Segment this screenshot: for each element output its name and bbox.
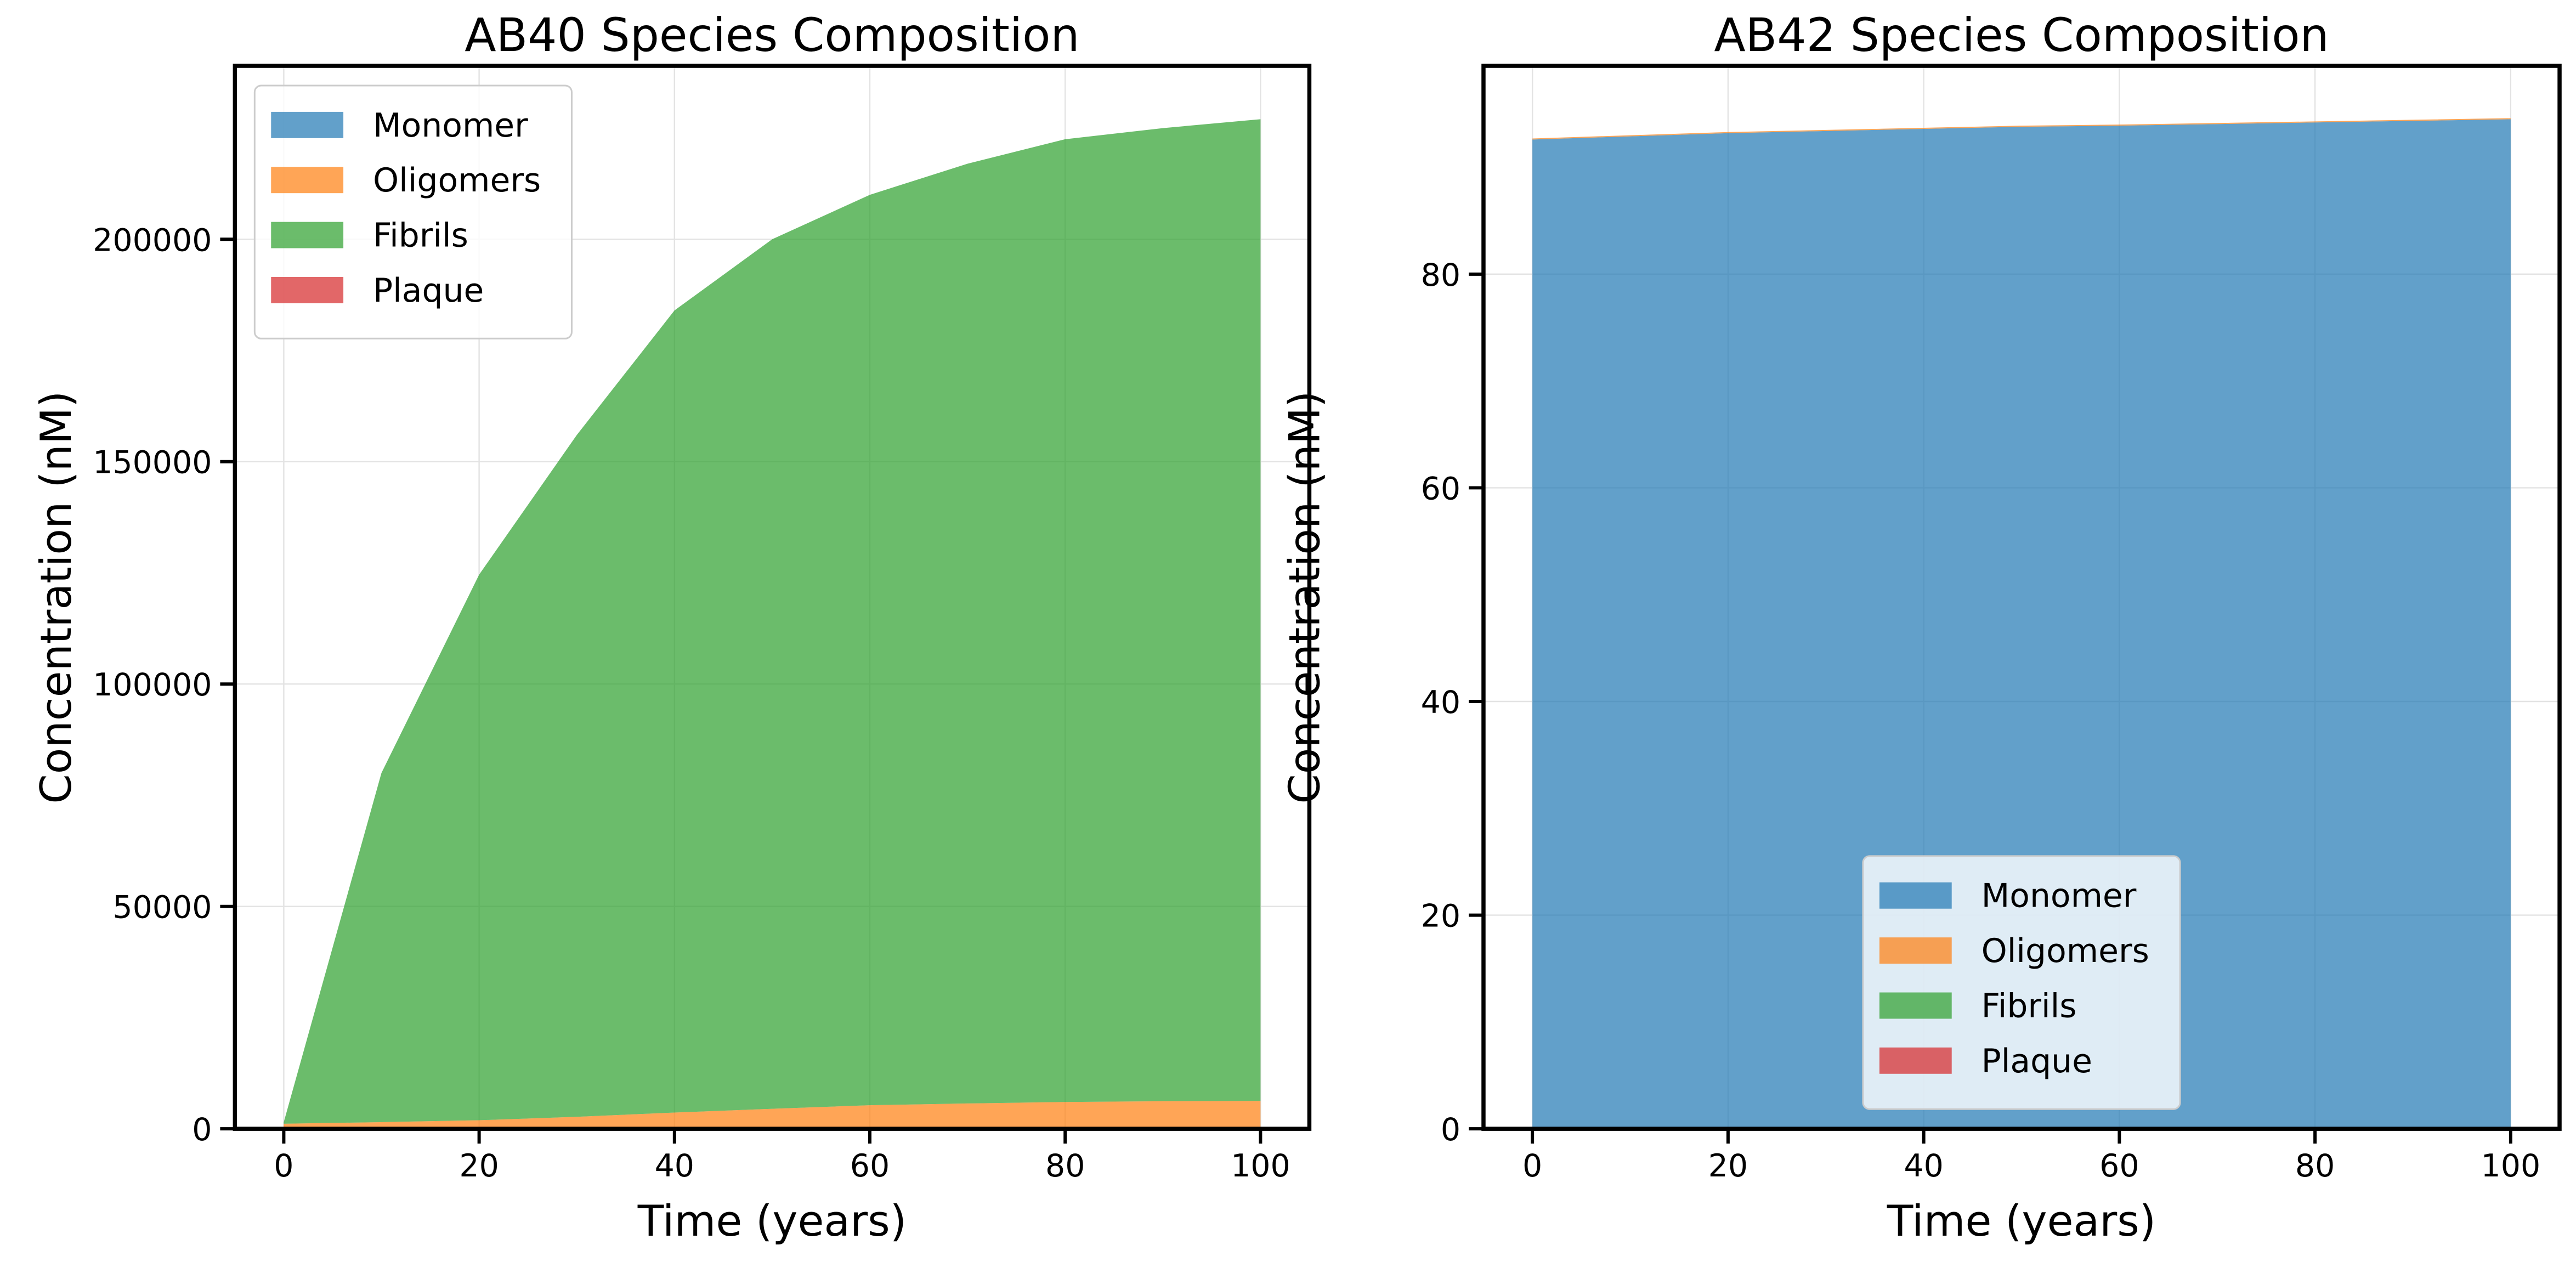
y-tick-label: 200000 [93,222,212,258]
legend-frame [253,84,573,339]
y-axis-label: Concentration (nM) [1280,391,1329,804]
chart-1: 0 20 40 60 80 100 0 50000 100000 150000 200000 AB40… [32,8,1312,1246]
x-tick-label: 100 [2481,1148,2541,1184]
legend-swatch-fibrils [271,222,344,248]
area-oligomers [1532,118,2511,140]
chart-title: AB40 Species Composition [465,8,1079,62]
legend-swatch-plaque [271,276,344,303]
area-oligomers [284,1101,1261,1129]
x-tick-label: 40 [1904,1148,1943,1184]
x-axis-label: Time (years) [637,1197,907,1246]
legend-label: Fibrils [373,217,468,255]
x-tick-label: 0 [274,1148,293,1184]
y-tick-label: 80 [1421,257,1460,293]
legend: Monomer Oligomers Fibrils Plaque [1862,855,2181,1110]
legend-label: Oligomers [373,161,541,200]
y-tick-label: 0 [192,1112,212,1148]
chart-2: 0 20 40 60 80 100 0 20 40 60 80 AB42 Species Compos… [1280,8,2562,1246]
legend-label: Oligomers [1981,932,2149,970]
legend-swatch-fibrils [1879,992,1952,1019]
legend-label: Plaque [1981,1042,2092,1080]
legend-swatch-oligomers [271,167,344,194]
x-tick-label: 0 [1522,1148,1542,1184]
x-tick-label: 60 [2099,1148,2139,1184]
y-tick-label: 50000 [112,890,212,926]
legend-frame [1862,855,2181,1110]
legend-label: Fibrils [1981,987,2077,1025]
x-tick-label: 60 [850,1148,890,1184]
legend-swatch-monomer [1879,882,1952,909]
x-tick-label: 20 [459,1148,499,1184]
legend-swatch-monomer [271,111,344,138]
y-tick-label: 40 [1421,684,1460,721]
axes-frame [233,64,1312,1131]
axes-frame [1481,64,2562,1131]
legend-label: Monomer [1981,877,2137,915]
y-tick-label: 100000 [93,667,212,703]
legend-label: Monomer [373,106,528,145]
x-tick-label: 20 [1708,1148,1748,1184]
x-tick-label: 80 [2295,1148,2335,1184]
y-tick-label: 0 [1441,1112,1460,1148]
legend-swatch-plaque [1879,1047,1952,1074]
chart-title: AB42 Species Composition [1714,8,2329,62]
y-tick-label: 20 [1421,898,1460,935]
area-monomer [1532,119,2511,1129]
y-tick-label: 60 [1421,471,1460,507]
legend-label: Plaque [373,271,484,310]
x-axis-label: Time (years) [1887,1197,2156,1246]
y-tick-label: 150000 [93,445,212,481]
legend-swatch-oligomers [1879,937,1952,964]
x-tick-label: 100 [1231,1148,1290,1184]
area-fibrils [284,119,1261,1124]
legend: Monomer Oligomers Fibrils Plaque [253,84,573,339]
x-tick-label: 40 [655,1148,694,1184]
y-axis-label: Concentration (nM) [32,391,81,804]
x-tick-label: 80 [1045,1148,1085,1184]
